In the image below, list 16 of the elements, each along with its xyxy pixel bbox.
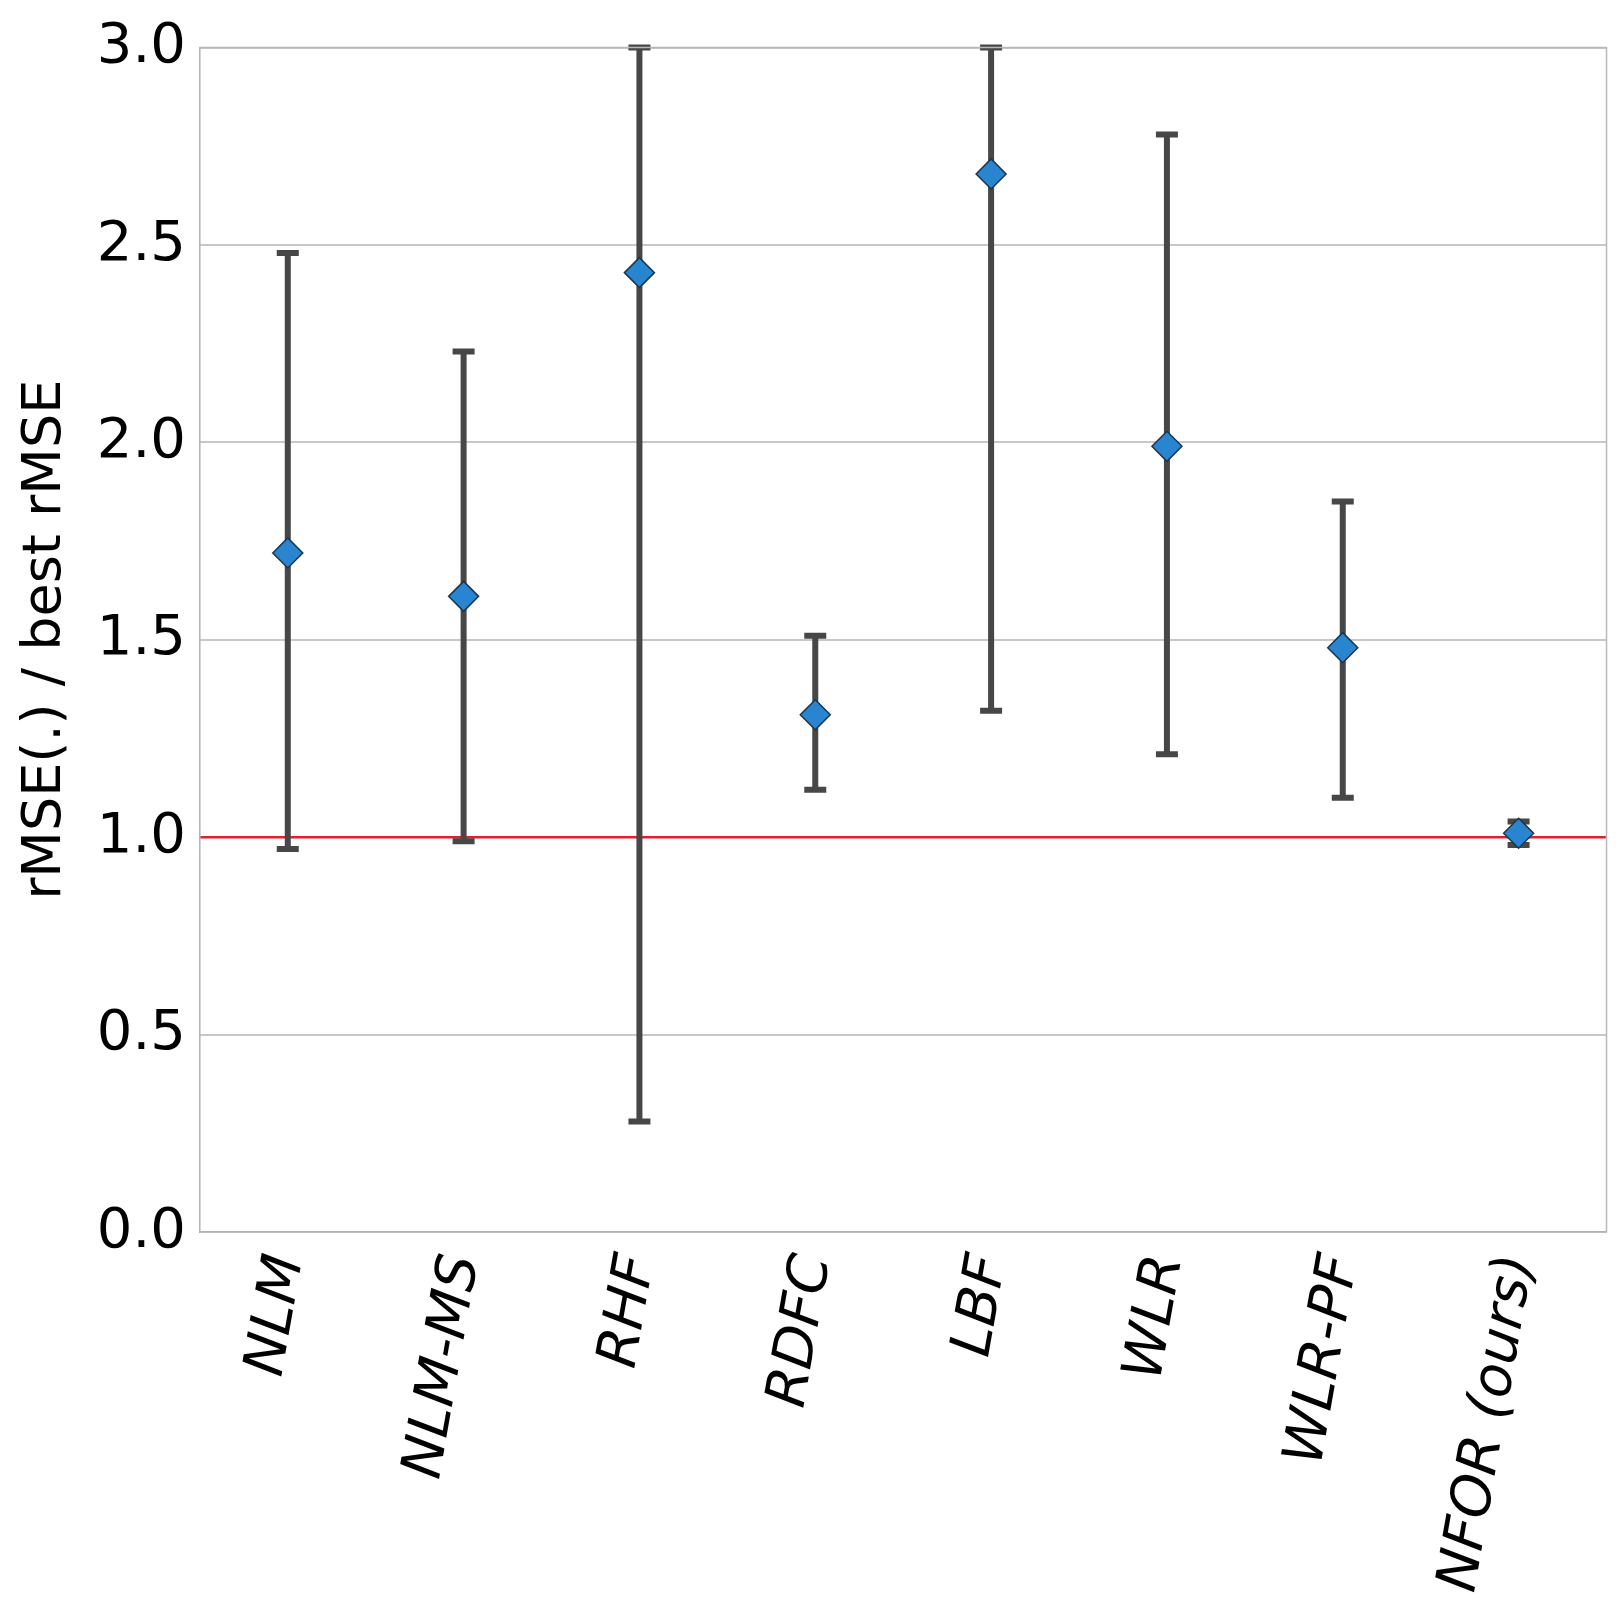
x-tick-label: NFOR (ours) bbox=[1422, 1249, 1546, 1596]
x-tick-label: LBF bbox=[936, 1248, 1019, 1361]
y-tick-label: 0.0 bbox=[96, 1194, 186, 1260]
x-tick-label: NLM-MS bbox=[387, 1249, 491, 1483]
y-tick-label: 3.0 bbox=[96, 10, 186, 76]
y-tick-label: 2.0 bbox=[96, 404, 186, 470]
x-tick-label: WLR-PF bbox=[1269, 1248, 1371, 1470]
y-tick-label: 0.5 bbox=[96, 997, 186, 1063]
y-axis-title: rMSE(.) / best rMSE bbox=[10, 379, 74, 900]
x-tick-label: WLR bbox=[1108, 1249, 1195, 1385]
y-tick-label: 1.0 bbox=[96, 799, 186, 865]
x-tick-label: RHF bbox=[582, 1248, 667, 1373]
y-tick-label: 2.5 bbox=[96, 207, 186, 273]
x-tick-label: RDFC bbox=[751, 1249, 843, 1412]
x-tick-label: NLM bbox=[229, 1249, 315, 1381]
y-tick-label: 1.5 bbox=[96, 602, 186, 668]
